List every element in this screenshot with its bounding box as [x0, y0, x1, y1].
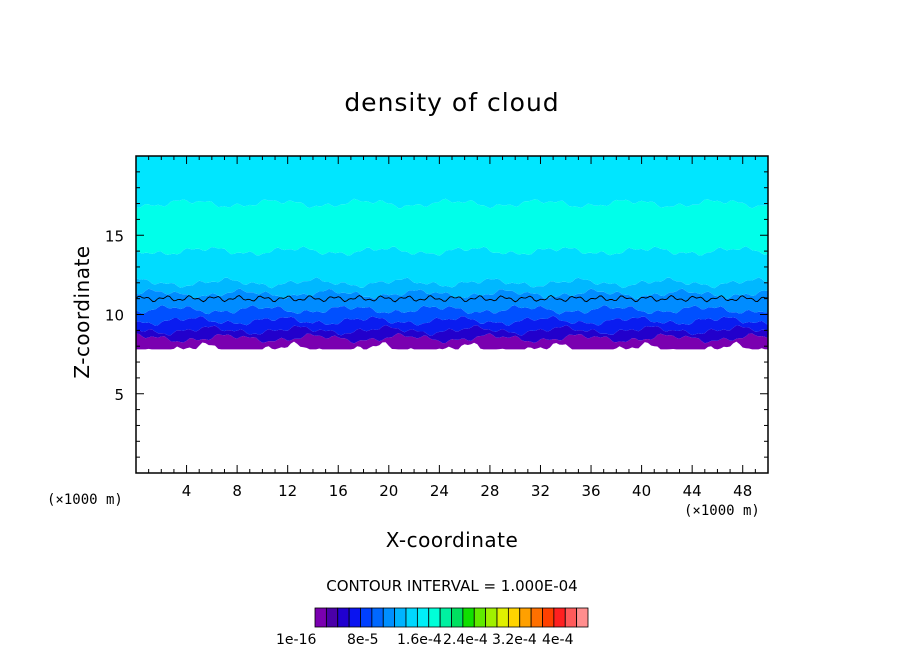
colorbar-swatch — [451, 607, 464, 628]
colorbar-swatch — [519, 607, 532, 628]
y-tick-label: 5 — [114, 386, 124, 404]
colorbar-label: 2.4e-4 — [443, 632, 488, 648]
density-band — [136, 156, 768, 209]
x-tick-label: 40 — [632, 482, 651, 500]
colorbar-swatch — [325, 607, 339, 628]
x-axis-label: X-coordinate — [385, 528, 519, 552]
density-band — [136, 315, 768, 336]
y-axis-label: Z-coordinate — [70, 245, 94, 379]
density-band — [136, 305, 768, 326]
y-tick-label: 10 — [105, 307, 124, 325]
colorbar-swatch — [416, 607, 430, 628]
x-axis: 4 8 12 16 20 24 28 32 36 40 44 48 — [135, 156, 769, 500]
colorbar-swatch — [496, 607, 509, 628]
density-band — [136, 198, 768, 256]
x-tick-label: 4 — [182, 482, 192, 500]
colorbar — [314, 607, 589, 628]
colorbar-swatch — [371, 607, 384, 628]
x-tick-label: 24 — [430, 482, 449, 500]
x-tick-label: 28 — [480, 482, 499, 500]
colorbar-swatch — [576, 607, 589, 628]
y-tick-label: 15 — [105, 227, 124, 245]
cloud-density-field — [136, 156, 768, 350]
colorbar-swatch — [553, 607, 566, 628]
colorbar-swatch — [394, 607, 407, 628]
colorbar-swatch — [507, 607, 521, 628]
density-band — [136, 333, 768, 350]
x-tick-label: 16 — [329, 482, 348, 500]
x-tick-label: 20 — [379, 482, 398, 500]
contour-line — [136, 294, 768, 303]
x-tick-label: 36 — [581, 482, 600, 500]
colorbar-swatch — [337, 607, 350, 628]
density-band — [136, 277, 768, 300]
colorbar-label: 4e-4 — [542, 632, 574, 648]
colorbar-label: 1e-16 — [276, 632, 317, 648]
colorbar-swatch — [405, 607, 418, 628]
colorbar-swatch — [473, 607, 487, 628]
x-tick-label: 32 — [531, 482, 550, 500]
colorbar-swatch — [382, 607, 396, 628]
colorbar-swatch — [439, 607, 452, 628]
colorbar-label: 3.2e-4 — [492, 632, 537, 648]
contour-interval-label: CONTOUR INTERVAL = 1.000E-04 — [326, 577, 578, 595]
density-band — [136, 325, 768, 344]
colorbar-swatch — [314, 607, 327, 628]
colorbar-labels: 1e-16 8e-5 1.6e-4 2.4e-4 3.2e-4 4e-4 — [0, 632, 904, 652]
x-tick-label: 44 — [683, 482, 702, 500]
contour-line-path — [136, 294, 768, 303]
colorbar-swatch — [360, 607, 373, 628]
colorbar-swatch — [462, 607, 475, 628]
colorbar-swatch — [348, 607, 361, 628]
colorbar-label: 1.6e-4 — [397, 632, 442, 648]
density-band — [136, 288, 768, 315]
colorbar-swatch — [530, 607, 543, 628]
density-band — [136, 246, 768, 289]
x-unit-label-right: (×1000 m) — [684, 503, 760, 519]
y-axis: 5 10 15 — [105, 155, 768, 474]
colorbar-label: 8e-5 — [347, 632, 379, 648]
colorbar-swatch — [542, 607, 555, 628]
x-tick-label: 8 — [232, 482, 242, 500]
x-tick-label: 12 — [278, 482, 297, 500]
x-unit-label-left: (×1000 m) — [47, 492, 123, 508]
colorbar-swatch — [485, 607, 498, 628]
colorbar-swatch — [428, 607, 441, 628]
colorbar-swatch — [564, 607, 578, 628]
x-tick-label: 48 — [733, 482, 752, 500]
chart-title: density of cloud — [344, 88, 560, 117]
